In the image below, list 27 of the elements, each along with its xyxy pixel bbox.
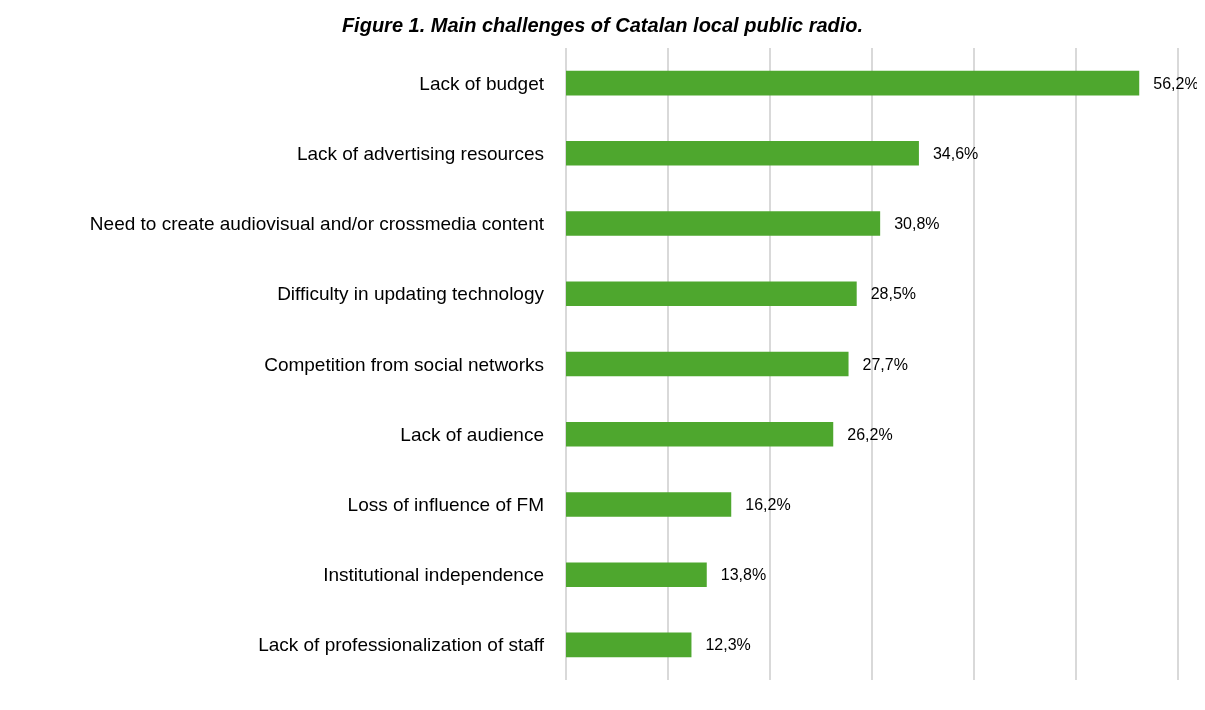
data-label: 13,8% [720, 566, 767, 584]
y-tick-label: Difficulty in updating technology [277, 283, 545, 305]
bar [566, 351, 849, 377]
y-tick-label: Lack of audience [400, 423, 544, 445]
data-label: 16,2% [745, 495, 791, 513]
data-label: 30,8% [894, 215, 940, 233]
bar [566, 211, 881, 236]
data-label: 26,2% [847, 425, 893, 443]
data-label: 12,3% [705, 636, 751, 654]
bar [566, 70, 1140, 96]
y-tick-label: Lack of professionalization of staff [258, 634, 545, 656]
y-tick-label: Need to create audiovisual and/or crossmedia content [89, 213, 545, 235]
bar [566, 281, 857, 307]
chart-title: Figure 1. Main challenges of Catalan local public radio. [341, 14, 864, 36]
bar [566, 492, 732, 517]
bar [566, 141, 919, 166]
bar [566, 562, 707, 587]
y-tick-label: Institutional independence [323, 564, 544, 586]
data-label: 34,6% [932, 144, 979, 162]
data-label: 27,7% [862, 355, 908, 373]
data-label: 28,5% [870, 285, 917, 303]
y-tick-label: Lack of advertising resources [296, 142, 544, 164]
bar [566, 632, 692, 658]
y-tick-label: Competition from social networks [264, 353, 544, 375]
y-tick-label: Lack of budget [419, 72, 545, 94]
y-tick-label: Loss of influence of FM [347, 493, 544, 515]
bar [566, 421, 834, 447]
